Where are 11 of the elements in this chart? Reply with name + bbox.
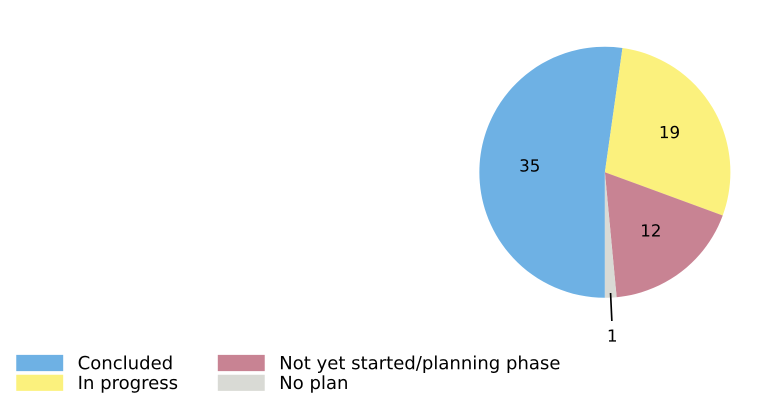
pie-slice [479, 46, 622, 298]
pie-slice [604, 48, 730, 216]
data-label: 35 [520, 159, 539, 172]
legend-label: In progress [79, 376, 178, 393]
pie-slice [604, 172, 723, 298]
legend-label: Concluded [78, 355, 172, 370]
data-label: 12 [642, 224, 660, 236]
data-label: 19 [660, 126, 679, 138]
legend-label: Not yet started/planning phase [280, 355, 560, 373]
legend-label: No plan [280, 375, 347, 393]
data-label: 1 [608, 329, 616, 342]
